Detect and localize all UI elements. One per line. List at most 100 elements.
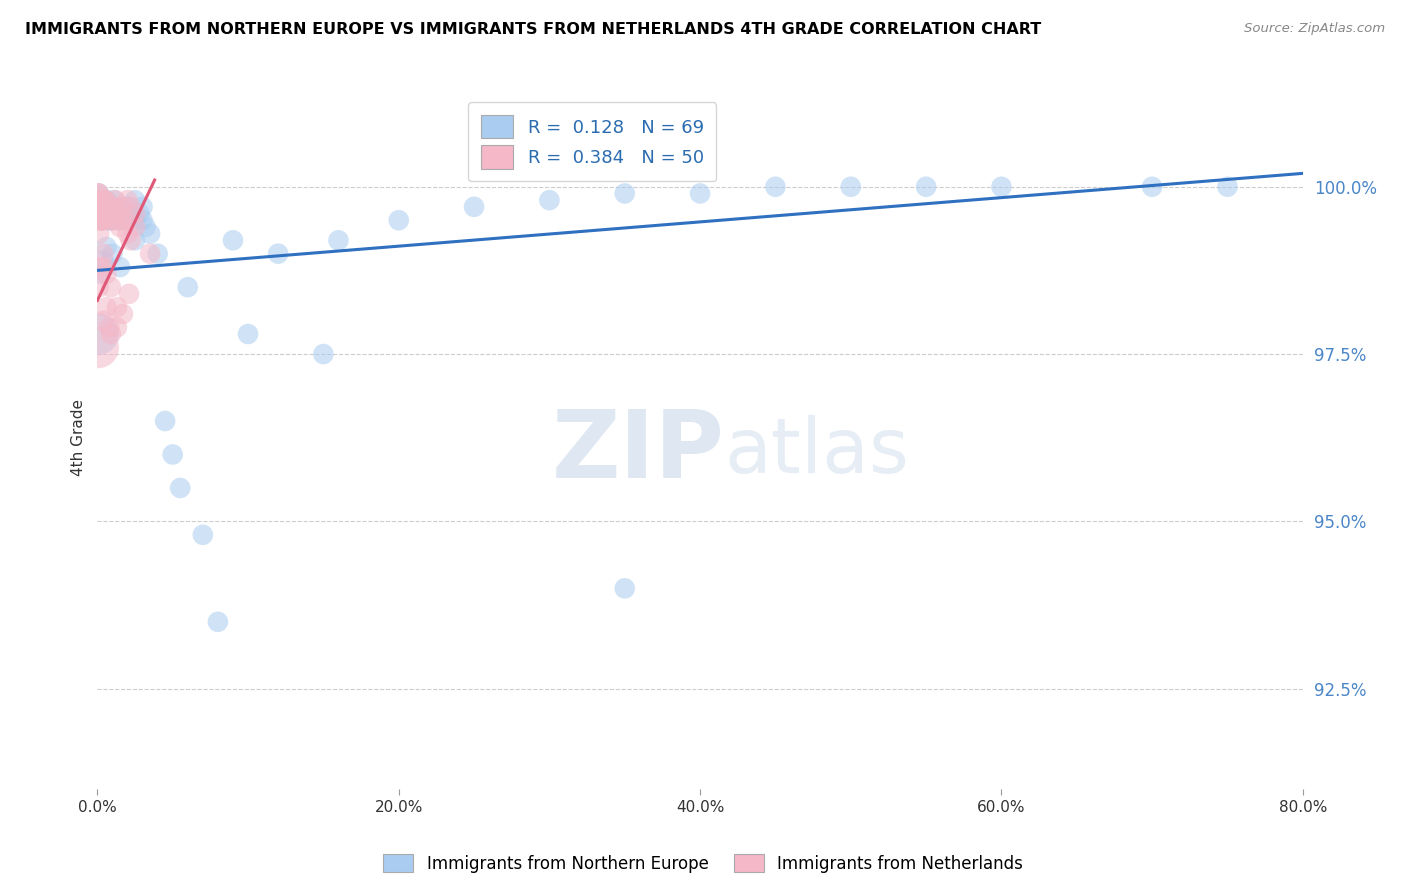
Point bbox=[87, 200, 110, 214]
Y-axis label: 4th Grade: 4th Grade bbox=[72, 400, 86, 476]
Point bbox=[105, 320, 128, 334]
Point bbox=[90, 200, 112, 214]
Point bbox=[191, 528, 214, 542]
Point bbox=[90, 193, 112, 207]
Point bbox=[94, 193, 117, 207]
Point bbox=[94, 193, 117, 207]
Point bbox=[97, 200, 120, 214]
Point bbox=[89, 193, 111, 207]
Point bbox=[108, 260, 131, 274]
Point bbox=[177, 280, 200, 294]
Point bbox=[105, 200, 128, 214]
Point bbox=[131, 200, 153, 214]
Point bbox=[100, 326, 122, 341]
Point bbox=[89, 200, 111, 214]
Point bbox=[839, 179, 862, 194]
Point bbox=[117, 227, 139, 241]
Point bbox=[1140, 179, 1163, 194]
Point bbox=[103, 213, 125, 227]
Point bbox=[105, 300, 128, 314]
Point bbox=[97, 213, 120, 227]
Point bbox=[91, 213, 114, 227]
Point bbox=[87, 186, 110, 201]
Point bbox=[96, 193, 118, 207]
Point bbox=[89, 206, 111, 220]
Point bbox=[117, 206, 139, 220]
Point bbox=[613, 582, 636, 596]
Point bbox=[114, 213, 136, 227]
Point bbox=[117, 193, 139, 207]
Point bbox=[135, 219, 157, 234]
Point bbox=[124, 219, 146, 234]
Point bbox=[87, 186, 110, 201]
Point bbox=[100, 280, 122, 294]
Point bbox=[94, 206, 117, 220]
Point bbox=[162, 448, 184, 462]
Text: ZIP: ZIP bbox=[551, 406, 724, 498]
Point bbox=[131, 213, 153, 227]
Point bbox=[207, 615, 229, 629]
Point bbox=[89, 267, 111, 281]
Point bbox=[98, 200, 121, 214]
Point bbox=[96, 240, 118, 254]
Point bbox=[101, 213, 124, 227]
Point bbox=[89, 227, 111, 241]
Point bbox=[108, 213, 131, 227]
Point bbox=[118, 286, 141, 301]
Point bbox=[120, 200, 142, 214]
Point bbox=[98, 320, 121, 334]
Point bbox=[146, 246, 169, 260]
Point bbox=[104, 206, 127, 220]
Point bbox=[89, 260, 111, 274]
Point bbox=[312, 347, 335, 361]
Point bbox=[463, 200, 485, 214]
Point bbox=[96, 267, 118, 281]
Point bbox=[89, 200, 111, 214]
Point bbox=[93, 253, 115, 268]
Point bbox=[613, 186, 636, 201]
Point bbox=[87, 186, 110, 201]
Point bbox=[90, 200, 112, 214]
Text: Source: ZipAtlas.com: Source: ZipAtlas.com bbox=[1244, 22, 1385, 36]
Point bbox=[114, 213, 136, 227]
Point bbox=[98, 206, 121, 220]
Point bbox=[153, 414, 176, 428]
Point bbox=[104, 193, 127, 207]
Point bbox=[124, 206, 146, 220]
Point bbox=[124, 213, 146, 227]
Point bbox=[93, 260, 115, 274]
Point bbox=[538, 193, 561, 207]
Point bbox=[91, 193, 114, 207]
Point bbox=[765, 179, 787, 194]
Point bbox=[124, 193, 146, 207]
Point bbox=[97, 206, 120, 220]
Point bbox=[120, 233, 142, 247]
Point bbox=[89, 193, 111, 207]
Point bbox=[101, 200, 124, 214]
Point bbox=[90, 200, 112, 214]
Point bbox=[87, 206, 110, 220]
Point bbox=[87, 340, 110, 354]
Point bbox=[93, 313, 115, 327]
Point bbox=[139, 246, 162, 260]
Point bbox=[1216, 179, 1239, 194]
Point bbox=[93, 200, 115, 214]
Point bbox=[101, 246, 124, 260]
Point bbox=[108, 219, 131, 234]
Point bbox=[87, 193, 110, 207]
Point bbox=[103, 193, 125, 207]
Point bbox=[93, 213, 115, 227]
Point bbox=[120, 206, 142, 220]
Point bbox=[87, 326, 110, 341]
Point bbox=[139, 227, 162, 241]
Point bbox=[96, 300, 118, 314]
Point bbox=[110, 206, 132, 220]
Point bbox=[94, 206, 117, 220]
Point bbox=[87, 193, 110, 207]
Point bbox=[90, 213, 112, 227]
Point bbox=[111, 307, 134, 321]
Point bbox=[328, 233, 350, 247]
Point bbox=[169, 481, 191, 495]
Point bbox=[236, 326, 259, 341]
Point bbox=[117, 200, 139, 214]
